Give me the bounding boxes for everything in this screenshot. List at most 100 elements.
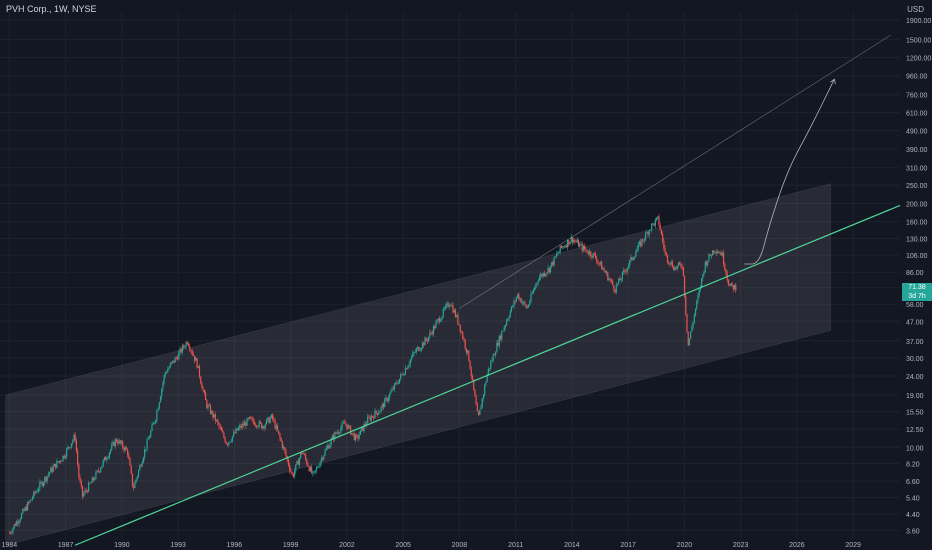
candle-body [488, 368, 491, 370]
candle-body [183, 345, 185, 348]
candle-body [680, 264, 682, 267]
candle-body [612, 280, 614, 286]
candle-body [275, 425, 277, 429]
candle-body [228, 442, 230, 445]
candle-body [646, 232, 648, 234]
candle-body [465, 348, 468, 353]
candle-body [401, 374, 403, 375]
candle-body [337, 432, 340, 434]
candle-body [257, 426, 259, 428]
candle-body [95, 471, 97, 479]
candle-body [250, 416, 252, 419]
candle-body [538, 277, 541, 281]
candle-body [44, 477, 46, 483]
y-tick-label: 610.00 [906, 111, 928, 118]
candle-body [145, 449, 147, 451]
candle-body [531, 293, 533, 295]
candle-body [575, 241, 577, 243]
candle-body [147, 438, 149, 440]
candle-body [8, 532, 10, 534]
candle-body [707, 261, 709, 266]
x-tick-label: 2011 [508, 542, 523, 549]
candle-body [513, 300, 515, 307]
candle-body [408, 364, 410, 367]
candle-body [258, 421, 260, 427]
candle-body [175, 357, 177, 359]
candle-body [313, 471, 315, 473]
candle-body [462, 332, 464, 339]
candle-body [715, 251, 717, 254]
candle-body [392, 388, 394, 390]
candle-body [459, 324, 461, 332]
candle-body [226, 444, 229, 445]
candle-body [619, 278, 621, 281]
candle-body [702, 273, 704, 279]
candle-body [625, 271, 627, 273]
candle-body [384, 398, 386, 408]
candle-body [280, 438, 282, 442]
candle-body [671, 261, 673, 268]
candle-body [11, 532, 13, 534]
y-tick-label: 58.00 [906, 302, 924, 309]
candle-body [403, 374, 405, 376]
candle-body [212, 411, 214, 418]
candle-body [137, 470, 140, 477]
candle-body [194, 355, 196, 361]
candles [8, 213, 737, 535]
candle-body [679, 262, 681, 265]
candle-body [263, 426, 265, 429]
candle-body [89, 483, 91, 484]
y-tick-label: 4.40 [906, 512, 920, 519]
candle-body [503, 327, 505, 331]
candle-body [415, 348, 418, 352]
candle-body [51, 467, 53, 472]
candle-body [302, 452, 304, 455]
candle-body [515, 297, 517, 302]
candle-body [62, 455, 64, 461]
candle-body [120, 441, 123, 444]
candle-body [498, 335, 500, 346]
candle-body [259, 421, 262, 424]
candle-body [102, 460, 104, 466]
candle-body [80, 481, 82, 487]
candle-body [172, 360, 174, 363]
candle-body [393, 383, 396, 390]
candle-body [64, 456, 67, 458]
candle-body [161, 388, 163, 397]
y-tick-label: 200.00 [906, 201, 928, 208]
candle-body [607, 272, 609, 281]
candle-body [481, 398, 483, 408]
candle-body [713, 250, 715, 253]
candle-body [70, 443, 73, 448]
candle-body [397, 383, 399, 385]
candle-body [215, 419, 218, 421]
candle-body [648, 230, 650, 235]
candle-body [644, 232, 647, 240]
candle-body [464, 339, 466, 349]
candle-body [534, 287, 536, 290]
candle-body [279, 433, 281, 439]
candle-body [103, 457, 106, 461]
candle-body [563, 246, 565, 248]
candle-body [262, 426, 264, 429]
candle-body [318, 466, 320, 468]
candle-body [390, 391, 392, 394]
candle-body [85, 490, 87, 492]
candle-body [140, 465, 142, 467]
candle-body [414, 351, 416, 353]
candle-body [418, 347, 420, 351]
candle-body [191, 351, 193, 355]
candle-body [665, 252, 667, 256]
candle-body [324, 450, 326, 456]
candle-body [158, 402, 160, 409]
candle-body [391, 388, 393, 392]
candle-body [320, 458, 322, 463]
candle-body [633, 256, 636, 259]
candle-body [479, 409, 481, 416]
candle-body [303, 454, 305, 456]
candle-body [576, 240, 578, 243]
candle-body [144, 449, 146, 458]
candle-body [243, 422, 246, 426]
candle-body [655, 217, 658, 220]
